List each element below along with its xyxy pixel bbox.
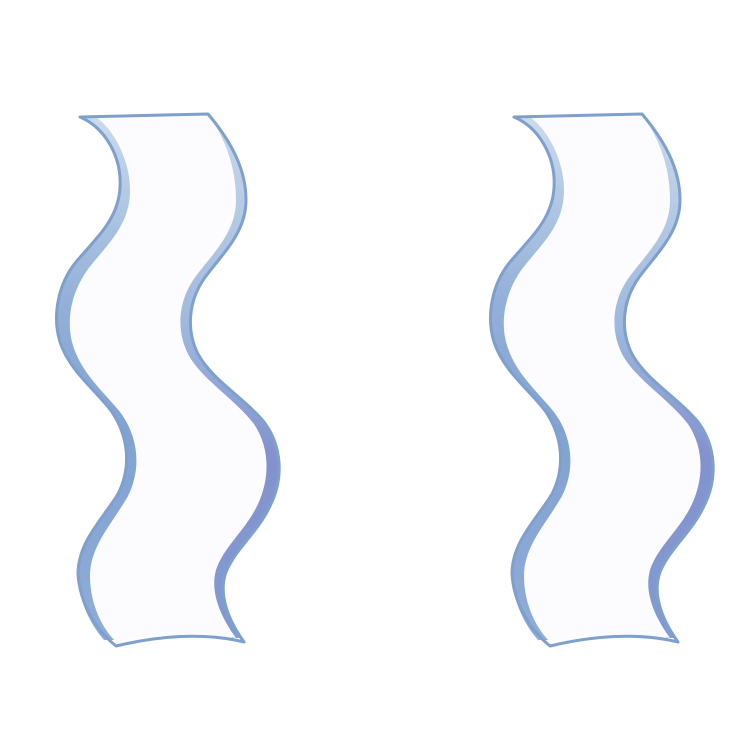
- ribbon-left: [55, 112, 281, 648]
- ribbon-right: [489, 112, 715, 648]
